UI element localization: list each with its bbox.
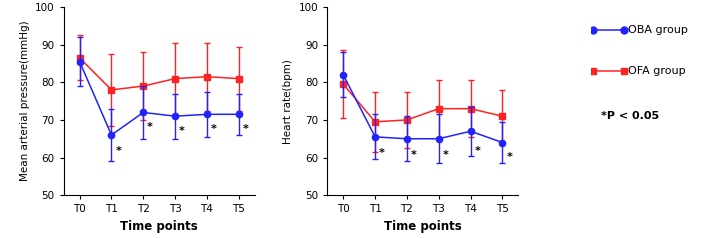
Text: OFA group: OFA group — [628, 66, 685, 76]
Text: *: * — [147, 122, 153, 132]
Text: *: * — [411, 150, 416, 160]
Y-axis label: Mean arterial pressure(mmHg): Mean arterial pressure(mmHg) — [20, 21, 30, 181]
X-axis label: Time points: Time points — [384, 220, 462, 233]
Text: *: * — [506, 152, 512, 162]
Text: *: * — [179, 126, 185, 136]
Text: *: * — [442, 150, 448, 160]
Y-axis label: Heart rate(bpm): Heart rate(bpm) — [283, 59, 293, 144]
Text: *: * — [115, 146, 121, 156]
Text: *: * — [379, 148, 385, 158]
Text: *P < 0.05: *P < 0.05 — [601, 111, 659, 121]
X-axis label: Time points: Time points — [120, 220, 198, 233]
Text: *: * — [243, 124, 249, 134]
Text: *: * — [211, 124, 217, 134]
Text: *: * — [474, 146, 480, 156]
Text: OBA group: OBA group — [628, 25, 688, 35]
